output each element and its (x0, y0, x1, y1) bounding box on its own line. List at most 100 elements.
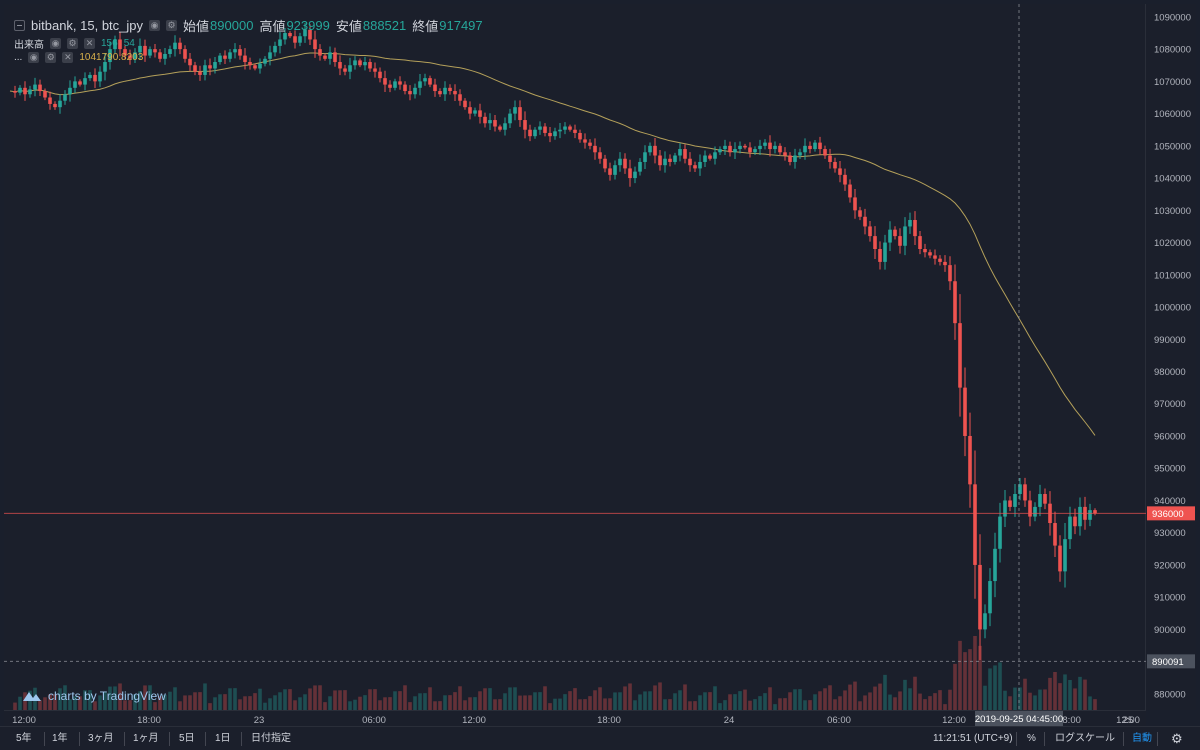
candle-body (823, 149, 827, 156)
volume-bar (1023, 678, 1027, 710)
price-chart[interactable] (4, 4, 1146, 710)
candle-body (368, 62, 372, 69)
volume-bar (443, 695, 447, 710)
volume-bar (543, 686, 547, 710)
volume-bar (813, 694, 817, 710)
eye-icon[interactable]: ◉ (50, 38, 61, 49)
chart-pane[interactable]: bitbank, 15, btc_jpy ◉ ⚙ 始値 890000 高値 9239… (4, 4, 1146, 710)
volume-bar (493, 699, 497, 710)
crosshair-price-label: 890091 (1152, 657, 1184, 668)
time-tick-label: 24 (724, 715, 735, 726)
volume-bar (638, 694, 642, 710)
candle-body (1003, 500, 1007, 517)
range-3m-button[interactable]: 3ヶ月 (88, 733, 114, 744)
volume-bar (248, 696, 252, 710)
candle-body (313, 39, 317, 50)
candle-series (13, 23, 1097, 661)
price-tick-label: 950000 (1154, 464, 1186, 475)
close-icon[interactable]: ✕ (62, 52, 74, 63)
volume-bar (908, 688, 912, 710)
time-tick-label: 18:00 (137, 715, 161, 726)
auto-scale-toggle[interactable]: 自動 (1132, 733, 1152, 744)
range-1d-button[interactable]: 1日 (215, 733, 231, 744)
candle-body (178, 42, 182, 50)
volume-bar (573, 688, 577, 710)
volume-bar (598, 687, 602, 710)
volume-bar (408, 702, 412, 710)
candle-body (963, 387, 967, 436)
candle-body (1058, 545, 1062, 572)
toolbar-divider (1016, 732, 1017, 746)
crosshair-time-badge (975, 711, 1063, 726)
candle-body (173, 42, 177, 50)
volume-label: 出来高 (14, 40, 44, 51)
candle-body (223, 55, 227, 59)
volume-bar (68, 699, 72, 710)
candle-body (803, 145, 807, 153)
price-tick-label: 930000 (1154, 528, 1186, 539)
log-scale-toggle[interactable]: ログスケール (1055, 733, 1115, 744)
candle-body (1028, 500, 1032, 517)
volume-bar (793, 689, 797, 710)
volume-bar (928, 696, 932, 710)
eye-icon[interactable]: ◉ (149, 20, 161, 31)
volume-bar (558, 698, 562, 710)
volume-series (13, 636, 1097, 710)
volume-bar (1093, 699, 1097, 710)
candle-body (773, 145, 777, 150)
collapse-icon[interactable] (14, 20, 25, 31)
time-tick-label: 06:00 (362, 715, 386, 726)
volume-bar (963, 652, 967, 710)
range-5d-button[interactable]: 5日 (179, 733, 195, 744)
candle-body (1088, 510, 1092, 520)
date-range-button[interactable]: 日付指定 (251, 733, 291, 744)
candle-body (658, 155, 662, 166)
volume-bar (98, 695, 102, 710)
range-1m-button[interactable]: 1ヶ月 (133, 733, 159, 744)
candle-body (33, 84, 37, 90)
toolbar-divider (1123, 732, 1124, 746)
settings-icon[interactable]: ⚙ (166, 20, 178, 31)
price-tick-label: 970000 (1154, 399, 1186, 410)
candle-body (598, 152, 602, 159)
percent-toggle[interactable]: % (1027, 733, 1036, 744)
volume-bar (288, 689, 292, 710)
volume-bar (513, 687, 517, 710)
candle-body (668, 158, 672, 162)
eye-icon[interactable]: ◉ (28, 52, 40, 63)
candle-body (23, 87, 27, 95)
price-tick-label: 1020000 (1154, 238, 1191, 249)
volume-bar (78, 696, 82, 710)
volume-bar (613, 692, 617, 710)
candle-body (723, 145, 727, 150)
settings-icon[interactable]: ⚙ (67, 38, 78, 49)
candle-body (113, 39, 117, 50)
candle-body (553, 131, 557, 137)
gear-icon[interactable]: ⚙ (1171, 731, 1183, 746)
candle-body (1038, 494, 1042, 507)
candle-body (243, 55, 247, 63)
volume-bar (763, 693, 767, 710)
volume-bar (378, 700, 382, 710)
candle-body (58, 100, 62, 108)
price-tick-label: 920000 (1154, 560, 1186, 571)
volume-bar (18, 696, 22, 710)
candle-body (328, 52, 332, 59)
settings-icon[interactable]: ⚙ (45, 52, 57, 63)
volume-bar (753, 699, 757, 710)
candle-body (523, 120, 527, 130)
close-icon[interactable]: ✕ (84, 38, 95, 49)
volume-bar (203, 683, 207, 710)
candle-body (743, 145, 747, 148)
tradingview-watermark[interactable]: charts by TradingView (22, 689, 166, 703)
range-5y-button[interactable]: 5年 (16, 733, 32, 744)
candle-body (538, 126, 542, 130)
volume-bar (873, 686, 877, 710)
volume-bar (708, 692, 712, 710)
clock-readout[interactable]: 11:21:51 (UTC+9) (933, 733, 1013, 744)
time-axis[interactable]: 12:00 18:00 23 06:00 12:00 18:00 24 06:00 12:00 1… (4, 710, 1146, 726)
range-1y-button[interactable]: 1年 (52, 733, 68, 744)
price-axis[interactable]: 8800008900009000009100009200009300009400… (1146, 4, 1196, 710)
volume-bar (13, 702, 17, 710)
